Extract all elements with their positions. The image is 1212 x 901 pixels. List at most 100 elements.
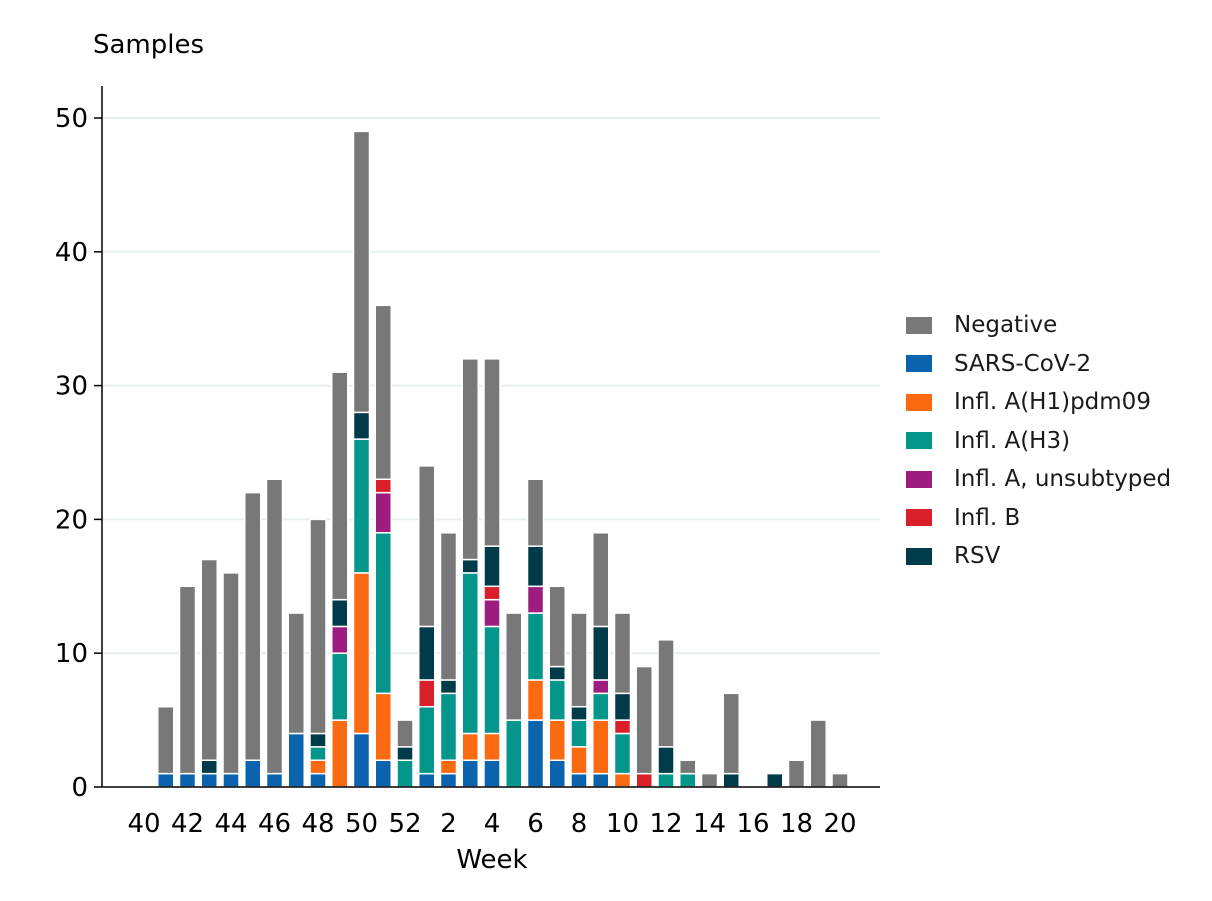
bar-segment-rsv-week-52 xyxy=(396,746,414,761)
bar-segment-infl-a-h1-pdm09-week-48 xyxy=(309,759,327,775)
x-tick-label: 2 xyxy=(440,809,457,839)
bar-segment-negative-week-9 xyxy=(592,532,610,628)
bar-segment-infl-a-h1-pdm09-week-49 xyxy=(331,719,349,788)
bar-segment-rsv-week-3 xyxy=(461,558,479,574)
bar-segment-rsv-week-8 xyxy=(570,705,588,721)
bar-segment-negative-week-52 xyxy=(396,719,414,748)
bar-segment-negative-week-41 xyxy=(157,705,175,775)
legend-item: Negative xyxy=(906,306,1171,345)
x-tick-label: 20 xyxy=(823,809,856,839)
bar-segment-negative-week-7 xyxy=(548,585,566,668)
bar-segment-infl-a-h3-week-9 xyxy=(592,692,610,721)
bar-segment-infl-a-h3-week-49 xyxy=(331,652,349,721)
bar-segment-rsv-week-10 xyxy=(613,692,632,721)
bar-segment-negative-week-12 xyxy=(657,639,675,748)
bar-segment-sars-cov-2-week-43 xyxy=(200,772,218,788)
bar-segment-sars-cov-2-week-47 xyxy=(287,732,305,788)
bar-segment-sars-cov-2-week-2 xyxy=(439,772,458,788)
y-tick-label: 40 xyxy=(55,238,88,268)
bar-segment-negative-week-2 xyxy=(439,532,458,681)
legend-label: Infl. B xyxy=(954,504,1021,531)
legend-label: Infl. A(H3) xyxy=(954,427,1071,454)
bar-segment-infl-a-h3-week-3 xyxy=(461,572,479,735)
y-tick-labels: 0 10 20 30 40 50 xyxy=(55,104,102,803)
x-tick-label: 48 xyxy=(301,809,334,839)
bar-segment-negative-week-49 xyxy=(331,371,349,601)
bar-segment-negative-week-5 xyxy=(505,612,523,721)
bar-segment-infl-b-week-11 xyxy=(635,772,653,788)
bar-segment-negative-week-47 xyxy=(287,612,305,735)
bar-segment-sars-cov-2-week-1 xyxy=(418,772,436,788)
legend-swatch xyxy=(906,316,932,334)
bar-segment-rsv-week-15 xyxy=(722,772,740,788)
bar-segment-rsv-week-4 xyxy=(483,545,501,588)
bar-segment-rsv-week-1 xyxy=(418,625,436,681)
x-tick-label: 42 xyxy=(171,809,204,839)
bar-segment-infl-a-h3-week-4 xyxy=(483,625,501,735)
x-tick-label: 8 xyxy=(571,809,588,839)
bar-segment-negative-week-19 xyxy=(809,719,827,788)
x-tick-label: 10 xyxy=(606,809,639,839)
bar-segment-rsv-week-50 xyxy=(352,411,371,440)
bar-segment-negative-week-1 xyxy=(418,465,436,628)
bar-segment-negative-week-18 xyxy=(787,759,806,788)
bar-segment-negative-week-46 xyxy=(265,478,284,775)
bar-segment-sars-cov-2-week-3 xyxy=(461,759,479,788)
bar-segment-negative-week-14 xyxy=(700,772,719,788)
x-tick-label: 52 xyxy=(388,809,421,839)
bar-segment-infl-a-h3-week-51 xyxy=(374,532,392,695)
bar-segment-infl-a-h1-pdm09-week-7 xyxy=(548,719,566,761)
bar-segment-rsv-week-43 xyxy=(200,759,218,775)
bar-segment-infl-a-unsubtyped-week-51 xyxy=(374,491,392,534)
bar-segment-negative-week-4 xyxy=(483,358,501,547)
bar-segment-sars-cov-2-week-48 xyxy=(309,772,327,788)
bar-segment-infl-a-h1-pdm09-week-3 xyxy=(461,732,479,761)
bar-segment-infl-a-unsubtyped-week-49 xyxy=(331,625,349,654)
bar-segment-sars-cov-2-week-6 xyxy=(526,719,545,788)
y-tick-label: 0 xyxy=(71,773,88,803)
bar-segment-infl-a-h1-pdm09-week-50 xyxy=(352,572,371,735)
bar-segment-rsv-week-6 xyxy=(526,545,545,588)
bar-segment-infl-a-h1-pdm09-week-4 xyxy=(483,732,501,761)
bar-segment-infl-a-h3-week-1 xyxy=(418,705,436,775)
x-tick-label: 6 xyxy=(527,809,544,839)
bar-segment-negative-week-48 xyxy=(309,518,327,735)
bar-segment-infl-a-h3-week-13 xyxy=(679,772,697,788)
axes xyxy=(101,86,880,788)
legend-label: RSV xyxy=(954,543,1001,570)
x-tick-label: 4 xyxy=(484,809,501,839)
legend-swatch xyxy=(906,393,932,411)
bar-segment-rsv-week-9 xyxy=(592,625,610,681)
legend-label: Infl. A(H1)pdm09 xyxy=(954,389,1151,416)
y-tick-label: 20 xyxy=(55,505,88,535)
bar-segment-negative-week-43 xyxy=(200,558,218,761)
bar-segment-infl-a-h3-week-7 xyxy=(548,679,566,721)
bar-segment-infl-a-h1-pdm09-week-51 xyxy=(374,692,392,761)
bar-segment-infl-a-h3-week-2 xyxy=(439,692,458,761)
bar-segment-sars-cov-2-week-8 xyxy=(570,772,588,788)
x-tick-label: 50 xyxy=(345,809,378,839)
x-tick-label: 40 xyxy=(127,809,160,839)
legend-item: Infl. B xyxy=(906,499,1171,538)
bar-segment-sars-cov-2-week-46 xyxy=(265,772,284,788)
legend: Negative SARS-CoV-2 Infl. A(H1)pdm09 Infl. … xyxy=(906,306,1171,576)
bar-segment-rsv-week-7 xyxy=(548,665,566,681)
legend-item: Infl. A(H3) xyxy=(906,422,1171,461)
bar-segment-negative-week-42 xyxy=(178,585,197,775)
bar-segment-sars-cov-2-week-50 xyxy=(352,732,371,788)
bar-segment-infl-b-week-10 xyxy=(613,719,632,735)
bar-segment-infl-a-h1-pdm09-week-9 xyxy=(592,719,610,775)
bar-segment-negative-week-20 xyxy=(831,772,849,788)
bars xyxy=(157,130,849,788)
bar-segment-infl-a-h3-week-12 xyxy=(657,772,675,788)
bar-segment-sars-cov-2-week-41 xyxy=(157,772,175,788)
legend-item: Infl. A(H1)pdm09 xyxy=(906,383,1171,422)
bar-segment-infl-a-h1-pdm09-week-10 xyxy=(613,772,632,788)
legend-label: SARS-CoV-2 xyxy=(954,350,1092,377)
y-tick-label: 50 xyxy=(55,104,88,134)
bar-segment-infl-b-week-51 xyxy=(374,478,392,494)
legend-swatch xyxy=(906,355,932,373)
legend-item: SARS-CoV-2 xyxy=(906,345,1171,384)
bar-segment-infl-a-unsubtyped-week-6 xyxy=(526,585,545,614)
x-tick-label: 16 xyxy=(736,809,769,839)
